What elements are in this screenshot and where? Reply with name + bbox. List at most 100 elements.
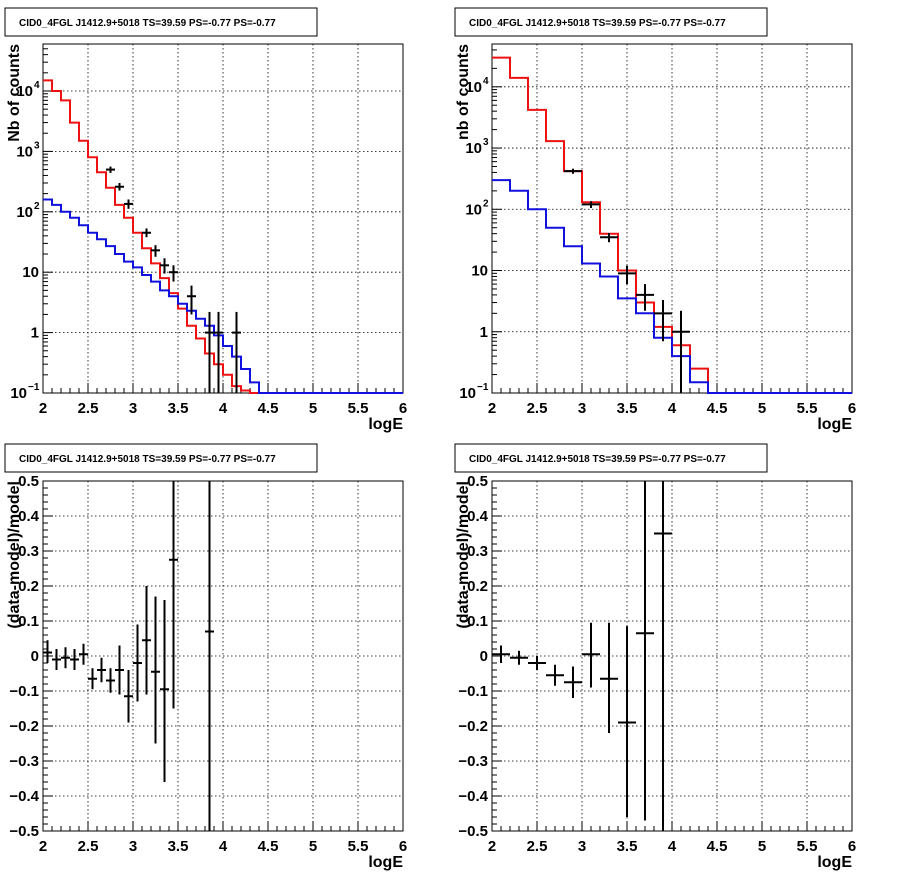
y-tick-label: 0.2 bbox=[467, 578, 488, 595]
panel-title: CID0_4FGL J1412.9+5018 TS=39.59 PS=-0.77… bbox=[469, 18, 726, 29]
panel-title-box bbox=[454, 443, 768, 473]
x-tick-label: 2 bbox=[488, 400, 496, 417]
y-tick-label: 0.4 bbox=[18, 508, 40, 525]
y-axis-label: nb of counts bbox=[455, 44, 472, 140]
y-tick-exponent: 2 bbox=[34, 201, 40, 212]
x-tick-label: 3.5 bbox=[168, 838, 189, 855]
model-histogram-blue bbox=[43, 198, 403, 394]
y-tick-label: −0.2 bbox=[458, 718, 488, 735]
x-tick-label: 2 bbox=[488, 838, 496, 855]
y-tick-label: −0.4 bbox=[458, 788, 488, 805]
y-tick-exponent: 2 bbox=[483, 198, 489, 209]
y-tick-label: 10 bbox=[10, 385, 27, 402]
y-tick-label: −0.2 bbox=[9, 718, 39, 735]
y-tick-label: −0.5 bbox=[9, 823, 39, 840]
x-tick-label: 4.5 bbox=[258, 400, 279, 417]
x-tick-label: 5.5 bbox=[797, 400, 818, 417]
x-tick-label: 4 bbox=[668, 838, 677, 855]
y-tick-label: 0.5 bbox=[467, 473, 488, 490]
y-axis-label: (data-model)/model bbox=[455, 481, 472, 629]
y-tick-label: 0 bbox=[31, 648, 39, 665]
x-tick-label: 6 bbox=[399, 838, 407, 855]
x-tick-label: 2.5 bbox=[527, 400, 548, 417]
panel-title-box bbox=[454, 7, 768, 37]
x-tick-label: 5.5 bbox=[797, 838, 818, 855]
y-tick-label: 0.4 bbox=[467, 508, 489, 525]
y-tick-label: 0 bbox=[480, 648, 488, 665]
y-tick-label: 10 bbox=[471, 263, 488, 280]
x-tick-label: 5 bbox=[309, 400, 317, 417]
x-tick-label: 3 bbox=[578, 400, 586, 417]
y-tick-label: −0.5 bbox=[458, 823, 488, 840]
x-tick-label: 2.5 bbox=[527, 838, 548, 855]
y-tick-exponent: 3 bbox=[34, 140, 40, 151]
x-tick-label: 5 bbox=[758, 400, 766, 417]
panel-title-box bbox=[4, 7, 318, 37]
x-tick-label: 5 bbox=[309, 838, 317, 855]
x-axis-label: logE bbox=[817, 416, 852, 433]
panel-title: CID0_4FGL J1412.9+5018 TS=39.59 PS=-0.77… bbox=[19, 454, 276, 465]
y-tick-label: 10 bbox=[16, 204, 33, 221]
x-tick-label: 2 bbox=[39, 400, 47, 417]
y-tick-label: 0.1 bbox=[467, 613, 488, 630]
y-tick-label: 10 bbox=[22, 264, 39, 281]
x-tick-label: 5 bbox=[758, 838, 766, 855]
x-tick-label: 4 bbox=[219, 838, 228, 855]
y-tick-label: 0.1 bbox=[18, 613, 39, 630]
panel-title: CID0_4FGL J1412.9+5018 TS=39.59 PS=-0.77… bbox=[19, 18, 276, 29]
x-tick-label: 4 bbox=[668, 400, 677, 417]
y-axis-label: (data-model)/model bbox=[6, 481, 23, 629]
y-tick-label: −0.1 bbox=[9, 683, 39, 700]
model-histogram-blue bbox=[492, 179, 852, 394]
y-tick-label: 0.3 bbox=[467, 543, 488, 560]
y-tick-label: 0.3 bbox=[18, 543, 39, 560]
x-tick-label: 4 bbox=[219, 400, 228, 417]
y-tick-label: −0.4 bbox=[9, 788, 39, 805]
x-tick-label: 4.5 bbox=[707, 838, 728, 855]
x-tick-label: 4.5 bbox=[707, 400, 728, 417]
x-tick-label: 3.5 bbox=[617, 838, 638, 855]
panel-title-box bbox=[4, 443, 318, 473]
panel-residual-left: 2 2.5 3 3.5 4 4.5 5 5.5 6 −0.5 −0.4 −0.3 −0.2 −0.1 0 0.… bbox=[4, 443, 407, 871]
y-tick-label: 10 bbox=[465, 140, 482, 157]
x-tick-label: 3 bbox=[129, 400, 137, 417]
x-tick-label: 2.5 bbox=[78, 400, 99, 417]
y-tick-label: 10 bbox=[465, 201, 482, 218]
x-tick-label: 6 bbox=[848, 400, 856, 417]
x-tick-label: 3.5 bbox=[617, 400, 638, 417]
panel-residual-right: 2 2.5 3 3.5 4 4.5 5 5.5 6 −0.5 −0.4 −0.3 −0.2 −0.1 0 0.… bbox=[454, 443, 856, 871]
y-tick-label: 1 bbox=[31, 325, 39, 342]
y-tick-label: −0.3 bbox=[9, 753, 39, 770]
y-tick-label: 1 bbox=[480, 324, 488, 341]
x-tick-label: 3.5 bbox=[168, 400, 189, 417]
panel-title: CID0_4FGL J1412.9+5018 TS=39.59 PS=-0.77… bbox=[469, 454, 726, 465]
x-tick-label: 2 bbox=[39, 838, 47, 855]
y-tick-label: 10 bbox=[16, 143, 33, 160]
x-tick-label: 5.5 bbox=[348, 400, 369, 417]
x-tick-label: 3 bbox=[129, 838, 137, 855]
x-axis-label: logE bbox=[817, 854, 852, 871]
x-tick-label: 4.5 bbox=[258, 838, 279, 855]
y-tick-label: 0.5 bbox=[18, 473, 39, 490]
x-tick-label: 6 bbox=[399, 400, 407, 417]
y-tick-exponent: −1 bbox=[477, 382, 489, 393]
y-tick-label: 10 bbox=[16, 83, 33, 100]
y-tick-label: 10 bbox=[465, 79, 482, 96]
y-tick-label: 0.2 bbox=[18, 578, 39, 595]
x-tick-label: 5.5 bbox=[348, 838, 369, 855]
y-tick-label: 10 bbox=[459, 385, 476, 402]
y-tick-label: −0.1 bbox=[458, 683, 488, 700]
y-tick-exponent: 3 bbox=[483, 137, 489, 148]
y-tick-label: −0.3 bbox=[458, 753, 488, 770]
x-tick-label: 3 bbox=[578, 838, 586, 855]
y-tick-exponent: −1 bbox=[28, 382, 40, 393]
y-tick-exponent: 4 bbox=[34, 80, 40, 91]
y-tick-exponent: 4 bbox=[483, 76, 489, 87]
x-axis-label: logE bbox=[368, 854, 403, 871]
y-axis-label: Nb of counts bbox=[6, 44, 23, 142]
x-axis-label: logE bbox=[368, 416, 403, 433]
x-tick-label: 2.5 bbox=[78, 838, 99, 855]
